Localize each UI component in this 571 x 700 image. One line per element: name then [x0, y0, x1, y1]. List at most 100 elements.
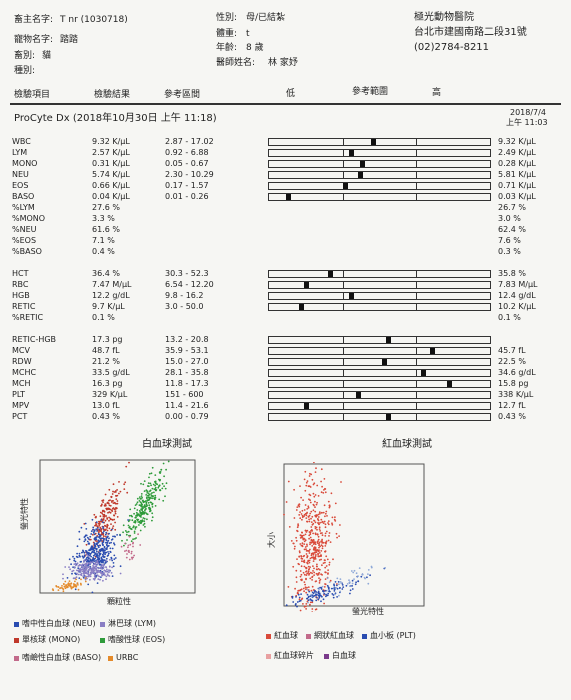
eos-point	[151, 519, 153, 522]
lym-point	[90, 567, 93, 570]
neu-point	[97, 536, 100, 538]
neu-point	[101, 553, 104, 556]
eos-point	[135, 537, 137, 539]
mono-point	[109, 511, 112, 514]
eos-point	[124, 530, 127, 532]
eos-point	[140, 493, 143, 495]
reference-interval: 28.1 - 35.8	[165, 368, 209, 377]
neu-point	[106, 544, 108, 547]
neu-point	[91, 550, 94, 553]
rbc-point	[328, 535, 330, 537]
rbc-point	[309, 499, 311, 502]
plt-point	[355, 572, 358, 575]
lym-point	[81, 570, 84, 573]
plt-point	[285, 604, 288, 607]
eos-point	[148, 472, 151, 475]
eos-point	[144, 511, 146, 514]
plt-point	[306, 593, 309, 596]
eos-point	[151, 506, 154, 508]
lym-point	[119, 572, 122, 575]
result-marker	[386, 414, 392, 420]
mono-point	[108, 508, 111, 510]
rbc-point	[303, 509, 306, 511]
eos-point	[147, 502, 150, 504]
neu-point	[92, 532, 95, 534]
rbc-point	[321, 538, 323, 541]
rbc-point	[293, 547, 296, 550]
rbc-point	[324, 512, 327, 515]
lym-point	[88, 574, 91, 576]
eos-point	[143, 504, 146, 506]
neu-point	[98, 555, 101, 557]
test-name: %LYM	[12, 203, 35, 212]
lym-point	[83, 565, 85, 568]
mono-point	[98, 523, 101, 525]
result-marker	[429, 348, 435, 354]
neu-point	[87, 583, 90, 586]
lym-point	[102, 566, 105, 569]
rbc-point	[320, 511, 323, 514]
plt-point	[367, 569, 370, 571]
species-label: 畜別:	[14, 51, 36, 61]
rbc-point	[287, 586, 290, 588]
hospital-name: 極光動物醫院	[414, 12, 474, 23]
lym-point	[93, 575, 96, 578]
rbc-point	[310, 541, 313, 544]
eos-point	[146, 485, 149, 487]
rbc-point	[303, 515, 305, 518]
rbc-point	[305, 591, 308, 594]
eos-point	[139, 529, 142, 532]
rbc-point	[326, 558, 329, 561]
rbc-point	[321, 545, 324, 548]
neu-point	[89, 535, 92, 538]
rbc-point	[320, 550, 323, 552]
range-bar	[268, 402, 491, 410]
neu-point	[98, 533, 101, 536]
range-bar-divider	[342, 281, 344, 289]
plt-point	[341, 588, 344, 590]
test-name: %RETIC	[12, 313, 44, 322]
neu-point	[87, 558, 90, 560]
test-result: 7.1 %	[92, 236, 115, 245]
legend-label: 嗜酸性球 (EOS)	[108, 635, 166, 644]
eos-point	[138, 524, 140, 526]
urbc-point	[61, 585, 63, 587]
rbc-point	[312, 570, 314, 572]
lym-point	[88, 565, 91, 568]
range-bar-divider	[342, 402, 344, 410]
eos-point	[133, 507, 136, 510]
test-name: RBC	[12, 280, 29, 289]
eos-point	[133, 530, 136, 533]
mono-point	[116, 494, 119, 497]
eos-point	[144, 525, 146, 528]
neu-point	[96, 542, 98, 545]
neu-point	[85, 550, 88, 552]
rbc-point	[317, 538, 320, 541]
eos-point	[149, 489, 152, 492]
rbc-point	[327, 522, 329, 524]
mono-point	[97, 522, 100, 525]
plt-point	[335, 586, 338, 589]
previous-result: 9.32 K/µL	[498, 137, 536, 146]
range-bar-divider	[416, 391, 418, 399]
neu-point	[68, 558, 71, 561]
eos-point	[142, 507, 144, 510]
eos-point	[128, 514, 131, 517]
neu-point	[89, 552, 92, 555]
rbc-point	[312, 560, 315, 562]
lym-point	[95, 567, 97, 570]
mono-point	[113, 514, 115, 517]
eos-point	[128, 519, 131, 521]
neu-point	[86, 536, 89, 539]
plt-point	[351, 579, 354, 582]
rbc-point	[317, 495, 320, 497]
range-bar	[268, 149, 491, 157]
urbc-point	[65, 584, 67, 587]
test-name: %BASO	[12, 247, 42, 256]
lym-point	[105, 566, 107, 568]
eos-point	[160, 469, 163, 471]
range-bar-divider	[416, 369, 418, 377]
plt-point	[354, 583, 357, 586]
baso-point	[132, 542, 134, 545]
eos-point	[139, 522, 142, 524]
